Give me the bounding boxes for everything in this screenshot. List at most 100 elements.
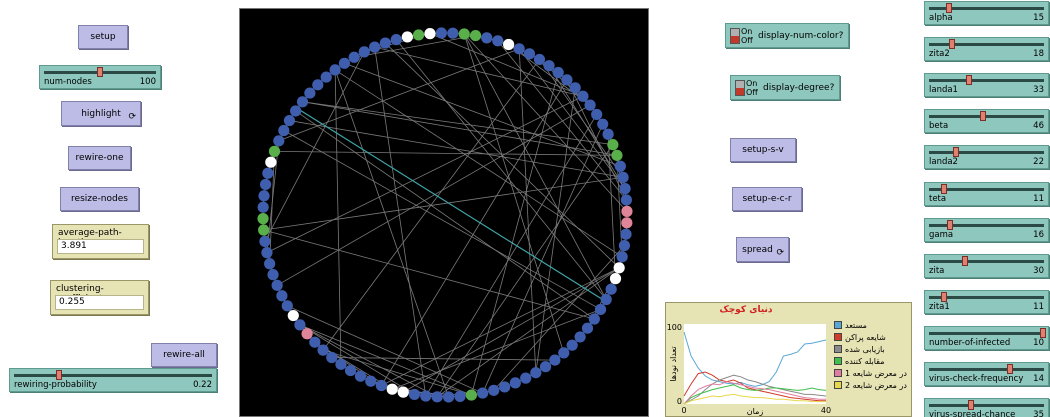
setup-e-c-r-button[interactable]: setup-e-c-r — [732, 187, 802, 211]
setup-s-v-button[interactable]: setup-s-v — [730, 138, 796, 162]
network-node — [607, 139, 619, 151]
slider-thumb[interactable] — [948, 39, 955, 50]
slider-value: 11 — [1033, 301, 1044, 312]
gama-slider[interactable]: gama 16 — [924, 217, 1049, 242]
network-node — [477, 387, 489, 399]
network-node — [264, 258, 276, 270]
series-line-0 — [683, 331, 827, 387]
network-edge — [276, 104, 591, 286]
series-line-1 — [683, 371, 826, 402]
virus-spread-chance-slider[interactable]: virus-spread-chance 35 — [924, 398, 1049, 417]
network-edge — [381, 79, 568, 386]
slider-thumb[interactable] — [941, 291, 948, 302]
network-node — [618, 239, 631, 252]
network-node — [257, 213, 269, 225]
legend-item: در معرض شایعه 1 — [834, 367, 907, 379]
slider-thumb[interactable] — [56, 370, 63, 380]
network-edge — [436, 144, 614, 398]
slider-track — [929, 295, 1044, 299]
spread-button[interactable]: spread ⟳ — [736, 237, 789, 262]
landa2-slider[interactable]: landa2 22 — [924, 145, 1049, 170]
display-degree-switch[interactable]: On Off display-degree? — [730, 75, 840, 100]
switch-on-label: On — [746, 79, 758, 88]
network-node — [267, 269, 279, 281]
zita-slider[interactable]: zita 30 — [924, 253, 1049, 278]
alpha-slider[interactable]: alpha 15 — [924, 1, 1049, 25]
slider-thumb[interactable] — [945, 3, 952, 13]
slider-label: landa2 — [929, 157, 958, 168]
slider-value: 10 — [1033, 337, 1044, 348]
zita2-slider[interactable]: zita2 18 — [924, 37, 1049, 62]
slider-thumb[interactable] — [962, 255, 969, 266]
series-line-5 — [683, 393, 826, 405]
network-node — [259, 178, 272, 191]
network-node — [281, 300, 293, 312]
x-tick-label: 40 — [821, 406, 831, 415]
slider-thumb[interactable] — [965, 75, 972, 86]
network-node — [431, 391, 443, 403]
slider-thumb[interactable] — [953, 147, 960, 158]
slider-label: teta — [929, 193, 947, 204]
slider-thumb[interactable] — [1006, 364, 1013, 374]
zita1-slider[interactable]: zita1 11 — [924, 289, 1049, 314]
network-node — [602, 128, 614, 140]
slider-thumb[interactable] — [980, 111, 987, 122]
network-node — [574, 331, 586, 343]
slider-label: zita2 — [929, 49, 950, 60]
network-node — [621, 217, 633, 229]
setup-button[interactable]: setup — [78, 25, 128, 49]
network-node — [523, 48, 536, 60]
switch-toggle[interactable] — [735, 80, 745, 96]
plot-area: 100 00 40 زمان تعداد نودها — [667, 323, 831, 416]
rewiring-probability-slider[interactable]: rewiring-probability 0.22 — [9, 368, 217, 392]
rewire-all-button[interactable]: rewire-all — [151, 343, 217, 367]
num-nodes-slider[interactable]: num-nodes 100 — [39, 65, 161, 89]
network-node — [259, 235, 271, 247]
beta-slider[interactable]: beta 46 — [924, 109, 1049, 134]
network-edge — [299, 324, 472, 396]
slider-thumb[interactable] — [967, 400, 974, 411]
slider-value: 18 — [1033, 49, 1044, 60]
network-node — [465, 389, 477, 401]
slider-track — [929, 404, 1044, 408]
network-node — [594, 303, 607, 316]
network-node — [613, 262, 625, 274]
rewire-one-button[interactable]: rewire-one — [68, 146, 131, 170]
slider-thumb[interactable] — [97, 67, 103, 77]
network-edge — [436, 267, 620, 398]
cycle-arrows-icon: ⟳ — [776, 248, 784, 258]
network-node — [561, 74, 573, 86]
slider-thumb[interactable] — [941, 183, 948, 194]
network-edge — [482, 124, 604, 394]
network-node — [552, 66, 564, 79]
network-edge — [299, 324, 438, 398]
network-node — [513, 43, 525, 55]
slider-label: landa1 — [929, 85, 958, 96]
slider-thumb[interactable] — [1040, 327, 1046, 338]
network-edge — [263, 176, 624, 231]
switch-toggle[interactable] — [730, 28, 740, 44]
display-num-color-switch[interactable]: On Off display-num-color? — [725, 23, 849, 48]
network-edge — [395, 39, 607, 300]
network-edges — [263, 33, 628, 398]
teta-slider[interactable]: teta 11 — [924, 181, 1049, 206]
legend-item: در معرض شایعه 2 — [834, 379, 907, 391]
legend-label: در معرض شایعه 1 — [845, 368, 907, 378]
legend-swatch — [834, 345, 842, 353]
network-node — [447, 27, 459, 39]
series-line-3 — [683, 384, 827, 405]
slider-value: 11 — [1033, 193, 1044, 204]
highlight-button[interactable]: highlight ⟳ — [61, 101, 141, 126]
slider-thumb[interactable] — [946, 219, 953, 230]
network-view[interactable] — [239, 8, 649, 417]
resize-nodes-button[interactable]: resize-nodes — [60, 187, 139, 211]
network-node — [276, 290, 288, 302]
network-node — [499, 381, 511, 393]
virus-check-frequency-slider[interactable]: virus-check-frequency 14 — [924, 362, 1049, 386]
average-path-length-monitor: average-path-length 3.891 — [52, 224, 149, 259]
slider-label: beta — [929, 121, 949, 132]
plot-legend: مستعد شایعه پراکن بازیابی شده مقابله کننده د… — [834, 319, 907, 391]
slider-label: rewiring-probability — [14, 380, 97, 390]
number-of-infected-slider[interactable]: number-of-infected 10 — [924, 325, 1049, 350]
landa1-slider[interactable]: landa1 33 — [924, 73, 1049, 98]
